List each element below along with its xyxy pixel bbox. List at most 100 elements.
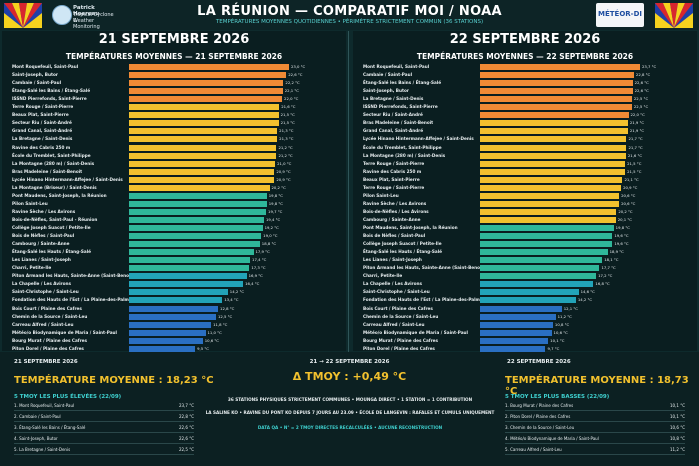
ranking-value: 22,8 °C xyxy=(179,414,194,419)
data-label: 13,4 °C xyxy=(224,297,239,303)
bar-ravine-seche-les-avirons xyxy=(480,200,620,207)
bar-row: Bourg Murat / Plaine des Cafres 10,1 °C xyxy=(353,337,697,345)
data-label: 19,2 °C xyxy=(264,225,279,230)
data-label: 14,2 °C xyxy=(577,297,593,303)
bar-bois-court-plaine-des-cafres xyxy=(480,305,562,312)
bar-row: Ravine des Cabris 250 m 21,2 °C xyxy=(2,144,346,152)
data-label: 12,1 °C xyxy=(563,305,578,311)
ranking-station: 2. Piton Dorel / Plaine des Cafres xyxy=(505,414,571,419)
data-label: 22,1 °C xyxy=(284,88,299,94)
data-label: 16,8 °C xyxy=(595,281,610,287)
category-label: La Chapelle / Les Avirons xyxy=(363,281,422,287)
bar-etang-sale-les-bains-etang-sale xyxy=(129,88,283,95)
bar-bois-de-nefles-saint-paul xyxy=(129,233,262,240)
category-label: Carreau Alfred / Saint-Leu xyxy=(12,321,74,327)
category-label: Bras Madeleine / Saint-Benoît xyxy=(363,120,434,126)
bar-ecole-du-tremblet-saint-philippe xyxy=(480,144,627,151)
data-label: 20,9 °C xyxy=(623,184,638,190)
row-divider xyxy=(14,454,194,455)
data-label: 22,2 °C xyxy=(285,80,300,86)
category-label: Mont Roquefeuil, Saint-Paul xyxy=(363,64,430,69)
category-label: Piton Armand les Hauts, Sainte-Anne (Sai… xyxy=(12,273,135,279)
bar-row: Cambourg / Sainte-Anne 20,1 °C xyxy=(353,216,697,224)
data-label: 17,2 °C xyxy=(598,273,613,279)
bar-terre-rouge-saint-pierre xyxy=(480,160,626,167)
bar-row: Lycée Hinano Hintermann-Affejee / Saint-… xyxy=(353,135,697,143)
bar-college-joseph-suacot-petite-ile xyxy=(480,241,613,248)
data-label: 21,5 °C xyxy=(280,112,295,118)
bar-row: École du Tremblet, Saint-Philippe 21,2 °C xyxy=(2,152,346,160)
bar-row: Bois Court / Plaine des Cafres 12,8 °C xyxy=(2,305,346,313)
bar-row: Bois de Nèfles / Saint-Paul 19,0 °C xyxy=(2,232,346,240)
data-label: 22,0 °C xyxy=(284,96,299,102)
bar-la-bretagne-saint-denis xyxy=(129,136,278,143)
data-label: 21,7 °C xyxy=(628,136,643,142)
bar-piton-armand-les-hauts-sainte-anne-saint-benoit xyxy=(480,265,600,272)
data-label: 21,5 °C xyxy=(280,120,295,126)
bar-row: Météo/o Biodynamique de Maria / Saint-Pa… xyxy=(2,329,346,337)
bar-etang-sale-les-bains-etang-sale xyxy=(480,80,633,87)
bar-cambaie-saint-paul xyxy=(480,72,634,79)
bar-row: Carreau Alfred / Saint-Leu 10,8 °C xyxy=(353,321,697,329)
left-summary-date: 21 SEPTEMBRE 2026 xyxy=(14,359,78,365)
data-label: 22,6 °C xyxy=(634,88,649,94)
bar-piton-armand-les-hauts-sainte-anne-saint-benoit xyxy=(129,273,247,280)
bar-row: Secteur Riu / Saint-André 22,0 °C xyxy=(353,111,697,119)
data-label: 23,7 °C xyxy=(642,64,657,69)
category-label: Ravine des Cabris 250 m xyxy=(12,144,71,150)
bar-row: Grand Canal, Saint-André 21,9 °C xyxy=(353,127,697,135)
category-label: Piton Dorel / Plaine des Cafres xyxy=(363,345,435,351)
bar-row: Terre Rouge / Saint-Pierre 21,5 °C xyxy=(353,160,697,168)
data-label: 19,0 °C xyxy=(263,233,278,239)
category-label: Bois Court / Plaine des Cafres xyxy=(363,305,433,311)
bar-row: Saint-Christophe / Saint-Leu 14,2 °C xyxy=(2,288,346,296)
bar-bourg-murat-plaine-des-cafres xyxy=(129,337,203,344)
bottom5-heading: 5 TMOY LES PLUS BASSES (22/09) xyxy=(505,394,610,400)
bar-row: Pilon Saint-Leu 19,8 °C xyxy=(2,200,346,208)
data-label: 20,1 °C xyxy=(617,216,632,222)
bar-carreau-alfred-saint-leu xyxy=(480,321,553,328)
category-label: Terre Rouge / Saint-Pierre xyxy=(363,160,425,166)
bar-row: Étang-Salé les Hauts / Étang-Salé 18,9 °C xyxy=(353,248,697,256)
data-label: 21,5 °C xyxy=(627,160,642,166)
data-label: 19,8 °C xyxy=(268,192,283,198)
reunion-flag-icon xyxy=(4,3,42,28)
bar-bois-court-plaine-des-cafres xyxy=(129,305,219,312)
category-label: Les Lianes / Saint-Joseph xyxy=(12,257,71,263)
bar-la-bretagne-saint-denis xyxy=(480,96,632,103)
bar-charri-petite-ile xyxy=(129,265,250,272)
ranking-row: 4. Météo/o Biodynamique de Maria / Saint… xyxy=(505,434,685,444)
ranking-row: 3. Étang-Salé les Bains / Étang-Salé 22,6… xyxy=(14,423,194,433)
bar-etang-sale-les-hauts-etang-sale xyxy=(129,249,254,256)
cyclone-icon xyxy=(52,5,72,25)
bar-carreau-alfred-saint-leu xyxy=(129,321,212,328)
category-label: Bois de Nèfles / Saint-Paul xyxy=(12,233,75,239)
ranking-value: 10,8 °C xyxy=(670,436,685,441)
bar-fondation-des-hauts-de-l-est-la-plaine-des-palmistes xyxy=(480,297,576,304)
data-label: 20,9 °C xyxy=(276,168,291,174)
bar-cambourg-sainte-anne xyxy=(129,241,260,248)
bar-row: Piton Dorel / Plaine des Cafres 9,5 °C xyxy=(2,345,346,353)
bar-row: Chemin de la Source / Saint-Leu 11,2 °C xyxy=(353,313,697,321)
bar-row: Les Lianes / Saint-Joseph 18,1 °C xyxy=(353,256,697,264)
data-label: 22,8 °C xyxy=(635,72,651,78)
data-label: 21,3 °C xyxy=(279,136,294,142)
bar-ravine-des-cabris-250-m xyxy=(129,144,277,151)
bar-cambourg-sainte-anne xyxy=(480,216,616,223)
bar-row: Mont Roquefeuil, Saint-Paul 23,0 °C xyxy=(2,63,346,71)
category-label: ISSND Pierrefonds, Saint-Pierre xyxy=(363,104,438,110)
chart-panel-21-sept: 21 SEPTEMBRE 2026 TEMPÉRATURES MOYENNES … xyxy=(2,31,346,353)
bar-row: Charri, Petite-Ile 17,2 °C xyxy=(353,272,697,280)
bar-saint-joseph-butor xyxy=(480,88,633,95)
bar-chemin-de-la-source-saint-leu xyxy=(129,313,216,320)
info-line-2: LA SALINE KO • RAVINE DU PONT KO DEPUIS … xyxy=(205,410,495,415)
bar-row: Terre Rouge / Saint-Pierre 20,9 °C xyxy=(353,184,697,192)
ranking-value: 22,6 °C xyxy=(179,436,194,441)
bar-row: La Montagne (280 m) / Saint-Denis 21,6 °C xyxy=(353,152,697,160)
bar-grand-canal-saint-andre xyxy=(129,128,278,135)
category-label: Chemin de la Source / Saint-Leu xyxy=(12,313,88,319)
category-label: Étang-Salé les Bains / Étang-Salé xyxy=(363,80,442,86)
bar-row: Beaux Plat, Saint-Pierre 21,1 °C xyxy=(353,176,697,184)
bar-meteo-o-biodynamique-de-maria-saint-paul xyxy=(480,329,552,336)
bar-row: ISSND Pierrefonds, Saint-Pierre 22,5 °C xyxy=(353,103,697,111)
